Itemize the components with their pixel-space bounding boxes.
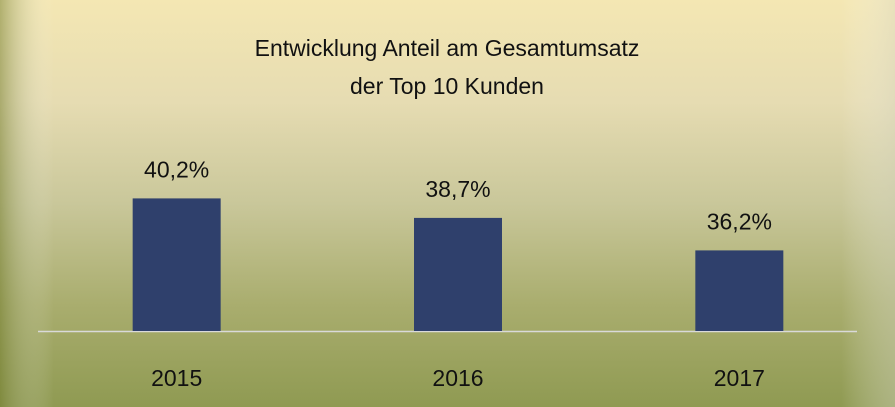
x-tick-label: 2017 [714,365,765,391]
data-label: 40,2% [144,156,209,182]
x-tick-label: 2016 [432,365,483,391]
chart-title: der Top 10 Kunden [350,73,544,99]
chart-title: Entwicklung Anteil am Gesamtumsatz [255,35,640,61]
bar [414,217,502,331]
data-label: 36,2% [707,208,772,234]
bar [132,198,221,331]
bar [695,250,784,331]
data-label: 38,7% [425,176,490,202]
x-tick-label: 2015 [151,365,202,391]
